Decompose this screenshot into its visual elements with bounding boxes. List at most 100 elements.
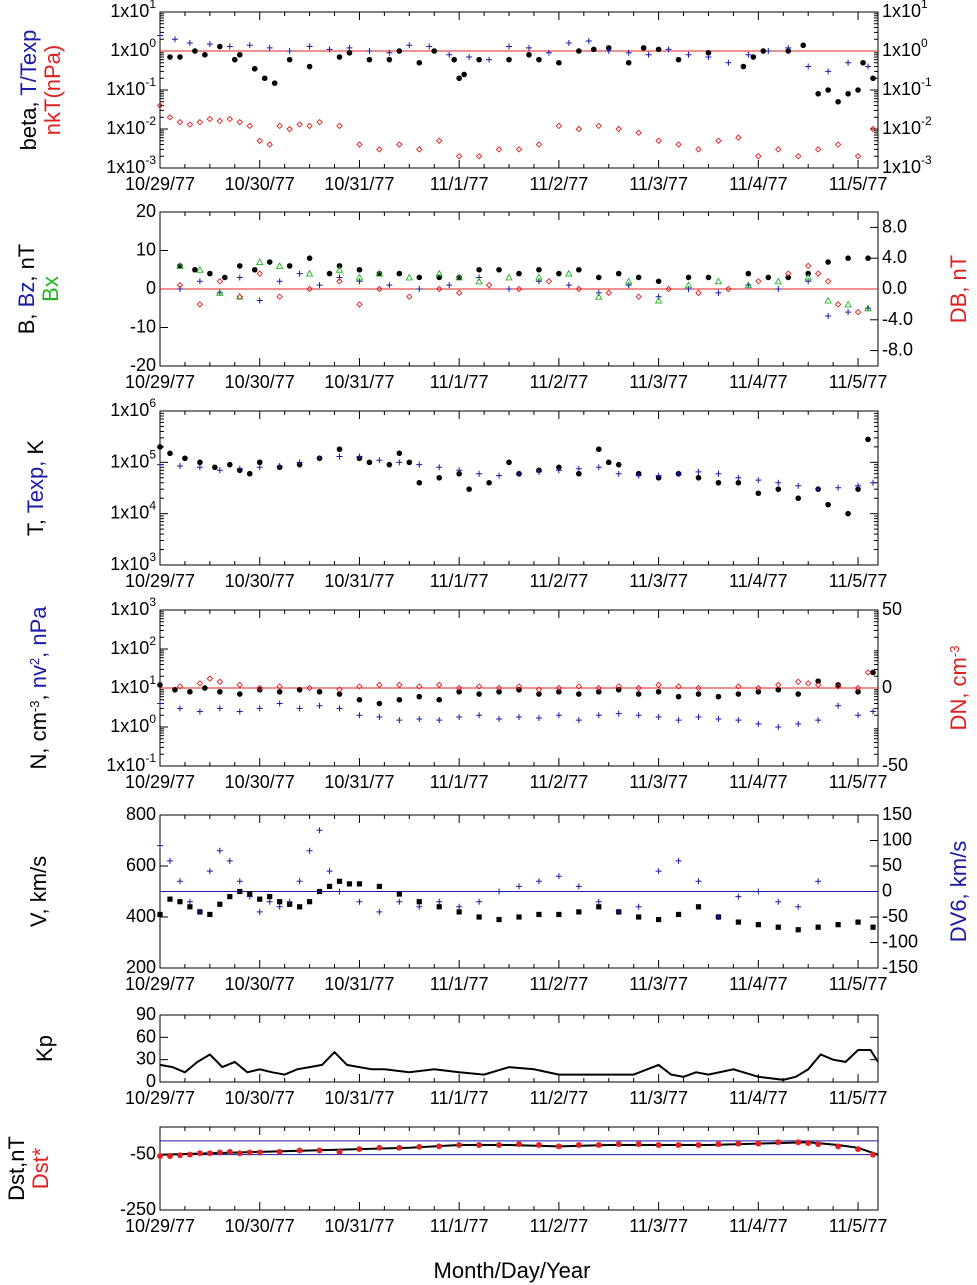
data-point — [376, 908, 383, 915]
data-point — [336, 1148, 343, 1155]
data-point — [456, 903, 463, 910]
data-point — [656, 916, 662, 923]
data-point — [855, 712, 862, 719]
y-right-tick-label: 8.0 — [882, 216, 907, 236]
data-point — [516, 1141, 522, 1148]
data-point — [655, 137, 662, 144]
data-point — [335, 265, 344, 273]
x-tick-label: 11/4/77 — [729, 1216, 788, 1236]
data-point — [346, 881, 353, 887]
data-point — [506, 459, 512, 466]
data-point — [355, 273, 364, 281]
data-point — [855, 919, 861, 925]
data-point — [815, 717, 822, 724]
data-point — [870, 75, 876, 82]
data-point — [576, 691, 582, 697]
y-tick-label: 30 — [136, 1048, 156, 1068]
data-point — [695, 691, 702, 697]
data-point — [624, 277, 633, 285]
data-point — [376, 457, 383, 464]
data-point — [824, 296, 832, 304]
data-point — [196, 278, 203, 285]
data-point — [456, 1141, 463, 1148]
data-point — [396, 141, 403, 148]
data-point — [416, 274, 423, 281]
data-point — [675, 911, 682, 918]
data-point — [705, 49, 712, 56]
data-point — [461, 71, 467, 78]
data-point — [256, 684, 263, 692]
data-point — [276, 688, 283, 695]
data-point — [306, 899, 313, 905]
data-point — [202, 685, 208, 691]
data-point — [595, 688, 602, 695]
x-tick-label: 11/4/77 — [729, 974, 788, 994]
data-point — [750, 54, 757, 60]
data-point — [715, 716, 722, 723]
x-tick-label: 11/4/77 — [729, 372, 788, 392]
data-point — [775, 479, 782, 486]
x-tick-label: 11/3/77 — [629, 1088, 688, 1108]
data-point — [495, 684, 503, 692]
data-point — [714, 277, 723, 285]
data-point — [815, 486, 822, 493]
data-point — [236, 465, 243, 472]
data-point — [755, 153, 762, 160]
data-point — [336, 278, 343, 285]
data-point — [655, 688, 662, 695]
panel-beta: 10/29/77 10/30/77 10/31/77 11/1/77 11/2/77 11… — [16, 0, 932, 194]
data-point — [251, 266, 258, 273]
data-point — [595, 898, 602, 905]
data-point — [166, 114, 174, 121]
data-point — [635, 1141, 642, 1148]
data-point — [475, 277, 483, 285]
data-point — [376, 714, 383, 721]
data-point — [196, 464, 203, 471]
y-right-tick-label: -100 — [882, 931, 918, 951]
data-point — [476, 470, 483, 477]
data-point — [436, 696, 443, 703]
data-point — [785, 44, 792, 51]
y-right-tick-label: 1x101 — [882, 0, 928, 21]
y-tick-label: -20 — [130, 355, 156, 375]
data-point — [515, 146, 523, 153]
data-point — [855, 688, 861, 695]
data-point — [854, 153, 862, 160]
data-point — [316, 702, 323, 709]
data-point — [735, 134, 742, 141]
data-point — [556, 911, 562, 918]
data-point — [396, 891, 402, 897]
data-point — [735, 683, 742, 690]
data-point — [824, 278, 832, 285]
data-point — [416, 1143, 423, 1150]
series-t-texp — [157, 32, 872, 75]
data-point — [685, 274, 692, 281]
data-point — [506, 43, 513, 50]
data-point — [316, 1147, 323, 1154]
data-point — [675, 693, 682, 700]
y-right-tick-label: 50 — [882, 855, 902, 875]
x-tick-label: 11/4/77 — [729, 1088, 788, 1108]
data-point — [356, 898, 363, 905]
y-tick-label: 1x10-1 — [106, 75, 156, 99]
data-point — [615, 686, 622, 693]
data-point — [157, 911, 163, 918]
x-tick-label: 10/29/77 — [125, 974, 195, 994]
y-right-tick-label: -8.0 — [882, 339, 913, 359]
data-point — [556, 270, 562, 277]
data-point — [431, 48, 438, 54]
data-point — [476, 1141, 483, 1148]
data-point — [177, 899, 183, 905]
data-point — [775, 898, 782, 905]
data-point — [825, 259, 831, 265]
data-point — [176, 683, 184, 690]
data-point — [476, 56, 482, 63]
y-right-tick-label: 4.0 — [882, 247, 907, 267]
data-point — [196, 301, 204, 308]
x-tick-label: 11/1/77 — [430, 772, 489, 792]
data-point — [576, 909, 582, 915]
y-right-tick-label: -4.0 — [882, 309, 913, 329]
data-point — [297, 904, 303, 910]
data-point — [286, 48, 293, 54]
y-right-tick-label: -150 — [882, 957, 918, 977]
